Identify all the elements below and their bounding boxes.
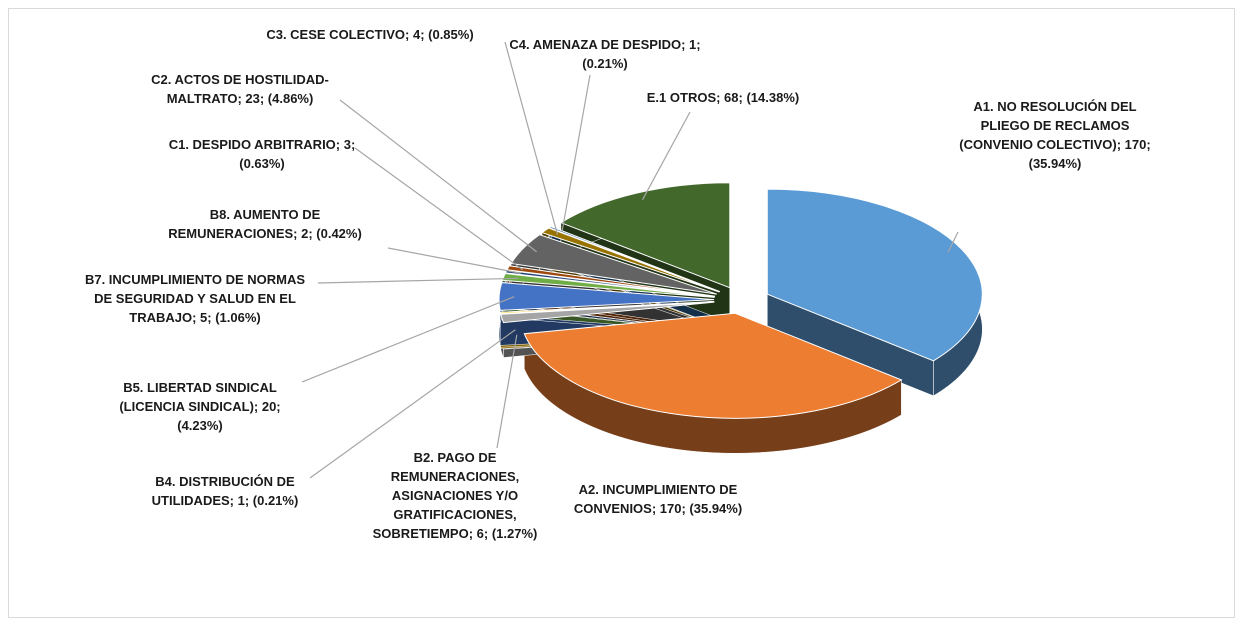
leader-line	[947, 231, 959, 253]
data-label: C2. ACTOS DE HOSTILIDAD-MALTRATO; 23; (4…	[151, 72, 329, 106]
data-label: B7. INCUMPLIMIENTO DE NORMAS DE SEGURIDA…	[84, 272, 306, 325]
leader-line	[309, 329, 516, 479]
leader-line	[354, 147, 524, 271]
data-label: B2. PAGO DE REMUNERACIONES, ASIGNACIONES…	[372, 450, 538, 541]
data-label: A1. NO RESOLUCIÓN DEL PLIEGO DE RECLAMOS…	[959, 99, 1151, 171]
leader-line	[301, 296, 515, 383]
slice	[766, 188, 983, 362]
data-label: A2. INCUMPLIMIENTO DE CONVENIOS; 170; (3…	[573, 482, 743, 516]
slice	[559, 182, 731, 289]
leader-line	[504, 41, 559, 235]
data-label: B5. LIBERTAD SINDICAL (LICENCIA SINDICAL…	[119, 380, 281, 433]
leader-line	[317, 277, 519, 284]
data-label: B8. AUMENTO DE REMUNERACIONES; 2; (0.42%…	[168, 207, 362, 241]
data-label: C3. CESE COLECTIVO; 4; (0.85%)	[266, 27, 474, 42]
slice	[499, 300, 715, 315]
chart-border	[8, 8, 1235, 618]
leader-line	[641, 111, 691, 201]
slice	[498, 282, 715, 311]
slice	[500, 301, 715, 324]
leader-line	[496, 334, 518, 449]
data-label: C1. DESPIDO ARBITRARIO; 3; (0.63%)	[168, 137, 356, 171]
leader-line	[561, 74, 591, 232]
slice	[510, 234, 717, 295]
data-label: E.1 OTROS; 68; (14.38%)	[646, 90, 800, 105]
slice	[548, 226, 721, 293]
slice	[540, 227, 720, 293]
slice	[501, 272, 715, 298]
data-label: B4. DISTRIBUCIÓN DE UTILIDADES; 1; (0.21…	[151, 474, 299, 508]
slice	[506, 265, 716, 297]
data-label: C4. AMENAZA DE DESPIDO; 1; (0.21%)	[509, 37, 701, 71]
leader-line	[387, 247, 521, 274]
slice	[523, 312, 903, 419]
leader-line	[339, 99, 537, 253]
